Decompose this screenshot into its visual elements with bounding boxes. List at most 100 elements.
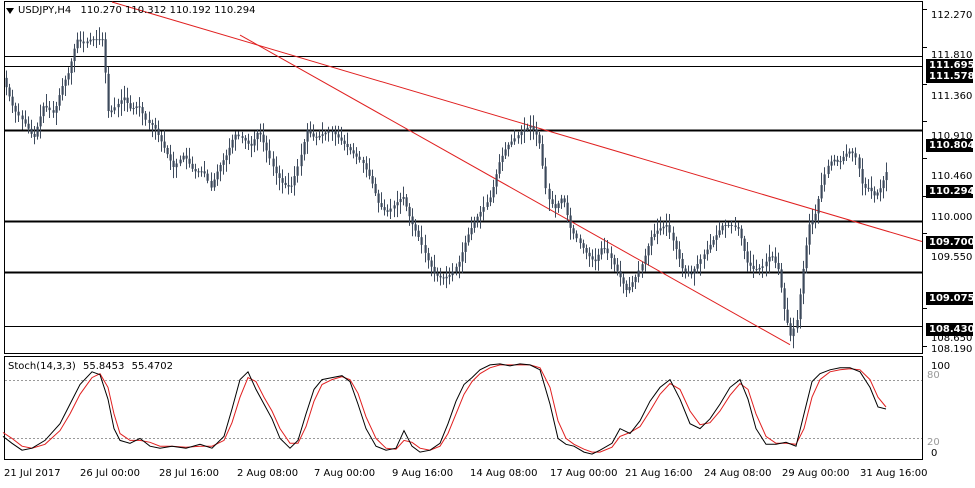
candle-body	[588, 252, 591, 257]
candle-body	[854, 153, 857, 158]
candle-body	[241, 136, 244, 138]
candle-body	[58, 95, 61, 106]
candle-body	[743, 238, 746, 252]
candle-body	[117, 103, 120, 108]
candle-body	[11, 96, 14, 106]
candle-body	[8, 87, 11, 97]
candle-body	[693, 268, 696, 274]
candle-body	[603, 248, 606, 250]
candle-body	[82, 41, 85, 44]
candle-body	[48, 107, 51, 111]
candle-body	[439, 275, 442, 278]
candle-body	[768, 256, 771, 262]
candle-body	[436, 273, 439, 276]
candle-body	[544, 166, 547, 189]
candle-body	[259, 132, 262, 135]
candle-body	[39, 116, 42, 127]
level-label-108430: 108.430	[926, 323, 975, 336]
candle-body	[631, 282, 634, 287]
candle-body	[628, 287, 631, 291]
price-axis-label: 110.460	[931, 171, 973, 182]
candle-body	[272, 158, 275, 167]
candle-body	[374, 183, 377, 194]
candle-body	[265, 142, 268, 151]
candle-body	[33, 133, 36, 137]
candle-body	[613, 258, 616, 265]
candle-body	[399, 198, 402, 203]
candle-body	[210, 180, 213, 188]
candle-body	[244, 137, 247, 141]
candle-body	[70, 61, 73, 74]
price-axis-label: 109.550	[931, 252, 973, 263]
candle-body	[724, 224, 727, 226]
level-label-109075: 109.075	[926, 292, 975, 305]
candle-body	[52, 110, 55, 113]
candle-body	[647, 246, 650, 256]
price-axis-label: 111.360	[931, 91, 973, 102]
candle-body	[696, 264, 699, 269]
candle-body	[300, 154, 303, 167]
candle-body	[76, 39, 79, 49]
candle-body	[842, 156, 845, 161]
candle-body	[730, 224, 733, 226]
candle-body	[783, 288, 786, 309]
candle-body	[827, 165, 830, 175]
candle-body	[538, 134, 541, 144]
trendline	[111, 1, 923, 242]
candle-body	[358, 156, 361, 160]
close-price: 110.294	[214, 5, 256, 16]
trendline	[239, 34, 791, 346]
candle-body	[594, 259, 597, 262]
candle-body	[848, 151, 851, 154]
level-label-110804: 110.804	[926, 139, 975, 152]
candle-body	[712, 240, 715, 245]
stoch-main-line	[2, 363, 887, 455]
candle-body	[873, 191, 876, 196]
candle-body	[30, 128, 33, 134]
candle-body	[839, 161, 842, 163]
candle-body	[89, 39, 92, 42]
candle-body	[303, 141, 306, 155]
candle-body	[504, 149, 507, 156]
candle-body	[752, 265, 755, 269]
candle-body	[554, 204, 557, 209]
time-axis-label: 31 Aug 16:00	[860, 468, 928, 479]
candle-body	[582, 243, 585, 248]
axis-ticks	[922, 9, 927, 347]
candle-body	[662, 226, 665, 229]
candle-body	[799, 294, 802, 320]
candle-body	[541, 144, 544, 166]
candle-body	[532, 126, 535, 130]
candle-body	[616, 264, 619, 271]
candle-body	[675, 240, 678, 250]
candle-body	[340, 137, 343, 141]
candle-body	[287, 185, 290, 187]
candle-body	[464, 242, 467, 252]
candle-body	[185, 155, 188, 159]
candle-body	[132, 108, 135, 110]
candle-body	[203, 171, 206, 174]
symbol-dropdown-arrow-icon[interactable]	[6, 8, 14, 14]
stoch-signal-value: 55.4702	[131, 361, 173, 372]
candle-body	[141, 107, 144, 114]
time-axis-label: 21 Aug 16:00	[625, 468, 693, 479]
candle-body	[393, 205, 396, 209]
candle-body	[563, 198, 566, 203]
candle-body	[331, 131, 334, 133]
candle-body	[433, 266, 436, 274]
candle-body	[513, 138, 516, 142]
candle-body	[408, 206, 411, 217]
candle-body	[777, 262, 780, 270]
candle-body	[699, 259, 702, 264]
candle-body	[761, 266, 764, 268]
candle-body	[169, 154, 172, 161]
candle-body	[467, 234, 470, 243]
time-axis-label: 7 Aug 00:00	[314, 468, 376, 479]
candle-body	[523, 129, 526, 132]
candle-body	[27, 123, 30, 129]
candle-body	[191, 163, 194, 169]
candle-body	[882, 180, 885, 189]
time-axis-label: 29 Aug 00:00	[782, 468, 850, 479]
candle-body	[566, 202, 569, 216]
